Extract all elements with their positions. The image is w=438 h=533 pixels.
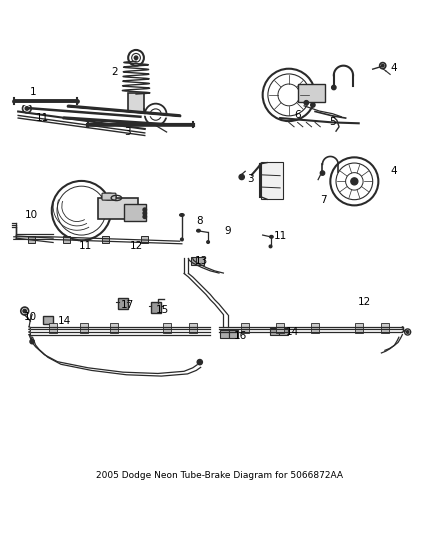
Text: 1: 1 [30,87,37,97]
FancyBboxPatch shape [110,323,118,333]
FancyBboxPatch shape [28,236,35,243]
FancyBboxPatch shape [191,257,198,265]
Circle shape [134,56,138,60]
Text: 3: 3 [124,127,131,137]
FancyBboxPatch shape [276,323,284,333]
Circle shape [351,178,358,185]
FancyBboxPatch shape [128,93,144,112]
FancyBboxPatch shape [311,323,319,333]
FancyBboxPatch shape [102,193,116,200]
Ellipse shape [207,241,209,244]
Text: 15: 15 [155,305,169,315]
FancyBboxPatch shape [220,330,229,338]
FancyBboxPatch shape [261,161,283,199]
FancyBboxPatch shape [151,302,161,313]
Text: 11: 11 [35,113,49,123]
Circle shape [381,64,384,67]
Text: 2: 2 [111,67,117,77]
FancyBboxPatch shape [99,198,138,220]
Circle shape [239,174,244,180]
FancyBboxPatch shape [229,330,238,338]
Circle shape [320,171,325,175]
Text: 10: 10 [25,210,38,220]
Circle shape [30,340,34,344]
Text: 8: 8 [197,216,203,225]
Text: 14: 14 [57,316,71,326]
FancyBboxPatch shape [241,323,249,333]
Circle shape [304,101,308,105]
Text: 4: 4 [390,63,397,73]
FancyBboxPatch shape [355,323,363,333]
Circle shape [143,208,147,212]
FancyBboxPatch shape [118,298,128,309]
FancyBboxPatch shape [124,204,146,221]
FancyBboxPatch shape [298,84,325,102]
Text: 6: 6 [294,110,301,119]
FancyBboxPatch shape [80,323,88,333]
FancyBboxPatch shape [189,323,197,333]
Circle shape [406,330,409,333]
FancyBboxPatch shape [279,328,288,335]
Circle shape [23,309,26,313]
Text: 11: 11 [79,240,92,251]
Text: 13: 13 [195,256,208,266]
Text: 17: 17 [121,300,134,310]
Text: 10: 10 [24,312,37,322]
Text: 7: 7 [321,195,327,205]
Circle shape [197,359,202,365]
Circle shape [143,215,147,219]
Ellipse shape [180,214,184,216]
Ellipse shape [180,238,183,241]
Text: 3: 3 [247,174,254,184]
Circle shape [25,107,28,110]
FancyBboxPatch shape [43,316,53,324]
Circle shape [143,212,147,215]
FancyBboxPatch shape [141,236,148,243]
Text: 14: 14 [286,327,299,337]
Ellipse shape [270,236,273,238]
FancyBboxPatch shape [63,236,70,243]
FancyBboxPatch shape [381,323,389,333]
Text: 5: 5 [329,117,336,126]
FancyBboxPatch shape [270,328,279,335]
Circle shape [311,103,315,107]
Text: 12: 12 [129,241,143,252]
Text: 2005 Dodge Neon Tube-Brake Diagram for 5066872AA: 2005 Dodge Neon Tube-Brake Diagram for 5… [95,471,343,480]
Ellipse shape [197,229,200,232]
FancyBboxPatch shape [162,323,170,333]
Text: 4: 4 [390,166,397,176]
FancyBboxPatch shape [102,236,109,243]
Text: 12: 12 [357,297,371,308]
Ellipse shape [269,245,272,248]
Text: 16: 16 [233,332,247,341]
Circle shape [332,85,336,90]
FancyBboxPatch shape [196,257,204,265]
Text: 11: 11 [273,231,287,241]
FancyBboxPatch shape [49,323,57,333]
Text: 9: 9 [224,225,231,236]
